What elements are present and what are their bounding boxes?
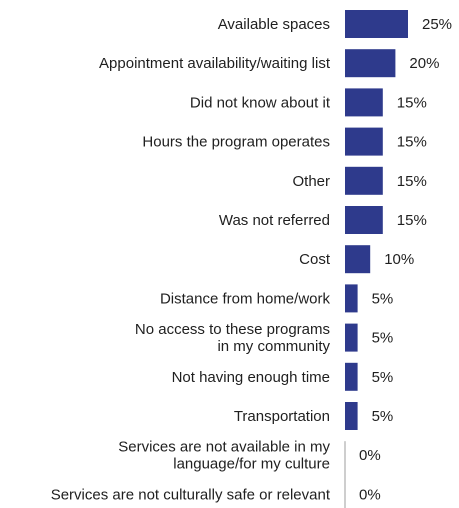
category-label: Transportation <box>234 408 330 425</box>
category-label: Not having enough time <box>172 369 330 386</box>
category-label: Was not referred <box>219 212 330 229</box>
bar <box>345 362 358 391</box>
category-label: Services are not culturally safe or rele… <box>51 486 331 503</box>
value-label: 5% <box>372 330 394 347</box>
value-label: 15% <box>397 94 427 111</box>
category-label: Services are not available in my language… <box>118 439 330 473</box>
bar <box>345 166 383 195</box>
value-label: 20% <box>409 55 439 72</box>
bar <box>345 127 383 156</box>
bars-group <box>345 10 408 430</box>
category-label: Hours the program operates <box>142 134 330 151</box>
category-label: Other <box>292 173 330 190</box>
category-label: Distance from home/work <box>160 290 331 307</box>
value-label: 15% <box>397 212 427 229</box>
bar <box>345 284 358 313</box>
value-label: 10% <box>384 251 414 268</box>
category-label: Appointment availability/waiting list <box>99 55 331 72</box>
value-label: 25% <box>422 16 452 33</box>
bar <box>345 402 358 430</box>
category-labels-group: Available spaces Appointment availability… <box>51 16 331 503</box>
value-label: 5% <box>372 290 394 307</box>
category-label: Available spaces <box>218 16 330 33</box>
category-label: Cost <box>299 251 331 268</box>
value-label: 0% <box>359 447 381 464</box>
value-labels-group: 25% 20% 15% 15% 15% 15% 10% 5% 5% 5% 5% 0% 0% <box>359 16 452 503</box>
bar <box>345 206 383 234</box>
value-label: 5% <box>372 408 394 425</box>
bar <box>345 245 371 274</box>
bar <box>345 88 383 117</box>
value-label: 0% <box>359 486 381 503</box>
value-label: 15% <box>397 173 427 190</box>
category-label: Did not know about it <box>190 94 331 111</box>
bar <box>345 49 396 78</box>
bar <box>345 323 358 352</box>
bar <box>345 10 408 38</box>
category-label: No access to these programs in my communi… <box>135 321 331 355</box>
value-label: 15% <box>397 134 427 151</box>
value-label: 5% <box>372 369 394 386</box>
